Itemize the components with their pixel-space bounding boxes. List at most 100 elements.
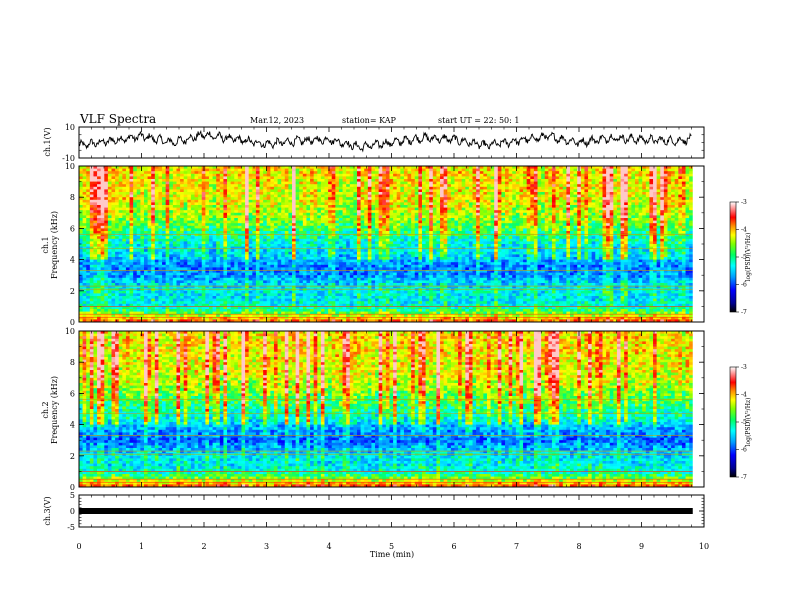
- ch1-spectrogram-cell: [267, 174, 271, 177]
- ch1-spectrogram-cell: [288, 189, 292, 192]
- ch1-spectrogram-cell: [628, 169, 632, 172]
- ch1-spectrogram-cell: [534, 184, 538, 187]
- ch1-spectrogram-cell: [101, 169, 105, 172]
- ch1-spectrogram-cell: [411, 169, 415, 172]
- ch1-spectrogram-cell: [563, 176, 567, 179]
- ch1-spectrogram-cell: [649, 171, 653, 174]
- ch1-spectrogram-cell: [252, 174, 256, 177]
- ch1-spectrogram-cell: [487, 176, 491, 179]
- ch1-spectrogram-cell: [628, 184, 632, 187]
- ch1-spectrogram-cell: [671, 176, 675, 179]
- ch1-spectrogram-cell: [198, 182, 202, 185]
- ch1-spectrogram-cell: [202, 174, 206, 177]
- ch1-spectrogram-cell: [292, 184, 296, 187]
- ch1-spectrogram-cell: [631, 176, 635, 179]
- ch1-spectrogram-cell: [649, 174, 653, 177]
- ch1-spectrogram-cell: [588, 187, 592, 190]
- ch1-spectrogram-cell: [389, 184, 393, 187]
- ch1-spectrogram-cell: [101, 187, 105, 190]
- ch1-spectrogram-cell: [148, 176, 152, 179]
- ch1-spectrogram-cell: [610, 174, 614, 177]
- ch1-spectrogram-cell: [444, 169, 448, 172]
- ch1-spectrogram-cell: [166, 169, 170, 172]
- ch1-spectrogram-cell: [519, 174, 523, 177]
- ch1-spectrogram-cell: [512, 171, 516, 174]
- ch1-spectrogram-cell: [386, 174, 390, 177]
- ch1-spectrogram-cell: [137, 169, 141, 172]
- ch1-spectrogram-cell: [281, 169, 285, 172]
- ch1-spectrogram-cell: [400, 169, 404, 172]
- ch1-spectrogram-cell: [523, 174, 527, 177]
- ch1-spectrogram-cell: [408, 174, 412, 177]
- ch1-spectrogram-cell: [245, 189, 249, 192]
- ch1-spectrogram-cell: [274, 189, 278, 192]
- ch1-spectrogram-cell: [144, 182, 148, 185]
- ch1-spectrogram-cell: [184, 169, 188, 172]
- ch1-spectrogram-cell: [151, 174, 155, 177]
- ch1-spectrogram-cell: [476, 179, 480, 182]
- ch1-spectrogram-cell: [126, 176, 130, 179]
- ch1-spectrogram-cell: [458, 187, 462, 190]
- ch1-spectrogram-cell: [628, 182, 632, 185]
- ch1-spectrogram-cell: [227, 184, 231, 187]
- ch1-spectrogram-cell: [223, 171, 227, 174]
- ch1-spectrogram-cell: [639, 176, 643, 179]
- ch1-spectrogram-cell: [335, 176, 339, 179]
- ch1-spectrogram-cell: [353, 179, 357, 182]
- ch1-spectrogram-cell: [675, 184, 679, 187]
- ch1-spectrogram-cell: [523, 169, 527, 172]
- ch1-spectrogram-cell: [671, 174, 675, 177]
- ch1-spectrogram-cell: [191, 176, 195, 179]
- ch1-spectrogram-cell: [433, 171, 437, 174]
- ch1-spectrogram-cell: [371, 176, 375, 179]
- ch1-spectrogram-cell: [361, 184, 365, 187]
- ch1-spectrogram-cell: [335, 184, 339, 187]
- ch1-spectrogram-cell: [613, 187, 617, 190]
- ch1-spectrogram-cell: [169, 189, 173, 192]
- ch1-spectrogram-cell: [505, 187, 509, 190]
- ch1-spectrogram-cell: [104, 176, 108, 179]
- ch1-spectrogram-cell: [592, 182, 596, 185]
- ch1-spectrogram-cell: [108, 189, 112, 192]
- ch1-spectrogram-cell: [577, 182, 581, 185]
- ch1-spectrogram-cell: [678, 179, 682, 182]
- ch1-spectrogram-cell: [491, 169, 495, 172]
- ch1-spectrogram-cell: [176, 189, 180, 192]
- ch1-spectrogram-cell: [588, 171, 592, 174]
- ch1-spectrogram-cell: [209, 184, 213, 187]
- ch1-spectrogram-cell: [451, 184, 455, 187]
- ch1-spectrogram-cell: [83, 182, 87, 185]
- ch1-spectrogram-cell: [191, 171, 195, 174]
- ch1-spectrogram-cell: [122, 182, 126, 185]
- ch1-spectrogram-cell: [93, 184, 97, 187]
- ch1-spectrogram-cell: [563, 169, 567, 172]
- ch1-spectrogram-cell: [310, 179, 314, 182]
- ch1-spectrogram-cell: [245, 169, 249, 172]
- ch1-spectrogram-cell: [137, 184, 141, 187]
- ch1-spectrogram-cell: [653, 187, 657, 190]
- ch1-spectrogram-cell: [386, 171, 390, 174]
- ch1-spectrogram-cell: [426, 182, 430, 185]
- ch1-spectrogram-cell: [592, 171, 596, 174]
- ch1-spectrogram-cell: [588, 176, 592, 179]
- ch1-spectrogram-cell: [556, 174, 560, 177]
- ch1-spectrogram-cell: [375, 179, 379, 182]
- ch1-spectrogram-cell: [86, 174, 90, 177]
- ch1-spectrogram-cell: [538, 187, 542, 190]
- ch1-spectrogram-cell: [90, 189, 94, 192]
- ch1-spectrogram-cell: [408, 184, 412, 187]
- ch1-spectrogram-cell: [415, 187, 419, 190]
- ch1-spectrogram-cell: [357, 171, 361, 174]
- ch1-spectrogram-cell: [263, 184, 267, 187]
- ch1-spectrogram-cell: [364, 182, 368, 185]
- ch1-spectrogram-cell: [122, 169, 126, 172]
- ch1-spectrogram-cell: [541, 182, 545, 185]
- ch1-spectrogram-cell: [299, 182, 303, 185]
- ch1-waveform-trace: [79, 131, 692, 151]
- ch1-spectrogram-cell: [487, 189, 491, 192]
- ch1-spectrogram-cell: [465, 179, 469, 182]
- ch1-spectrogram-cell: [592, 184, 596, 187]
- ch1-spectrogram-cell: [303, 184, 307, 187]
- ch1-spectrogram-cell: [281, 182, 285, 185]
- ch1-spectrogram-cell: [97, 182, 101, 185]
